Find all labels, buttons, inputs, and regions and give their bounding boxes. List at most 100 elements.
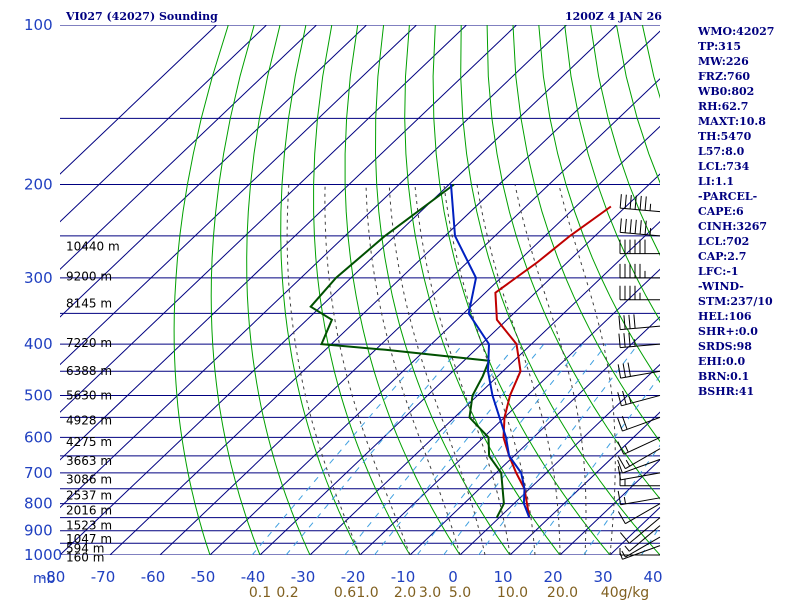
index-value: SRDS:98 [698, 340, 752, 353]
index-value: MAXT:10.8 [698, 115, 766, 128]
wind-barb-staff [625, 448, 661, 470]
temperature-tick-label: -40 [241, 568, 266, 586]
mixing-ratio-line [443, 343, 607, 555]
index-value: HEL:106 [698, 310, 752, 323]
wind-barb-staff [622, 545, 661, 560]
pressure-tick-label: 100 [24, 16, 53, 34]
mixing-ratio-line [583, 444, 660, 555]
isotherm-line [359, 268, 660, 555]
index-value: EHI:0.0 [698, 355, 745, 368]
profile-lines [309, 183, 612, 519]
temperature-tick-label: -30 [291, 568, 316, 586]
dry-adiabat-line [173, 25, 229, 555]
wind-barb-flag [633, 314, 636, 329]
dewpoint-profile-line [309, 183, 505, 519]
index-value: LCL:702 [698, 235, 749, 248]
wind-barb-flag [618, 333, 621, 348]
mixing-ratio-label: 5.0 [449, 585, 471, 600]
index-value: TP:315 [698, 40, 741, 53]
wind-barb-half-flag [624, 545, 630, 552]
isotherm-line [409, 316, 660, 555]
pressure-tick-label: 200 [24, 176, 53, 194]
wind-barb-half-flag [621, 550, 626, 558]
temperature-tick-label: -60 [141, 568, 166, 586]
chart-time: 1200Z 4 JAN 26 [565, 10, 662, 23]
height-label: 10440 m [66, 240, 120, 254]
moist-adiabat-line [324, 184, 411, 555]
dry-adiabat-line [210, 25, 261, 555]
wind-barb-flag [617, 417, 623, 432]
index-value: STM:237/10 [698, 295, 773, 308]
mixing-ratio-line [344, 343, 518, 555]
dry-adiabat-line [590, 25, 660, 257]
wind-barb-flag [623, 315, 626, 330]
wind-barb-flag [617, 456, 626, 469]
temperature-tick-label: -20 [341, 568, 366, 586]
dry-adiabat-line [486, 25, 660, 500]
moist-adiabat-line [476, 184, 561, 555]
chart-title: VI027 (42027) Sounding [65, 10, 218, 23]
wind-barb [617, 465, 661, 481]
index-value: -PARCEL- [698, 190, 757, 203]
index-value: RH:62.7 [698, 100, 748, 113]
isotherm-line [60, 25, 517, 461]
height-label: 1523 m [66, 519, 112, 533]
temperature-tick-label: 30 [593, 568, 612, 586]
height-label: 160 m [66, 551, 104, 565]
mixing-ratio-label: 0.6 [334, 585, 356, 600]
wind-barb-flag [617, 441, 625, 455]
wind-barb-half-flag [628, 396, 632, 404]
wind-barb [617, 436, 661, 455]
wind-barb-flag [623, 333, 626, 348]
wind-barb-flag [629, 219, 632, 234]
isotherm-line [60, 25, 567, 509]
dry-adiabat-line [538, 25, 660, 384]
wind-barb [617, 362, 661, 379]
index-value: SHR+:0.0 [698, 325, 758, 338]
wind-barb-flag [617, 364, 622, 379]
wind-barb-half-flag [625, 459, 631, 467]
mixing-ratio-label: 0.1 [249, 585, 271, 600]
wind-barb-flag [628, 314, 631, 329]
index-value: CAPE:6 [698, 205, 744, 218]
wind-barb [617, 503, 661, 525]
isotherm-line [109, 30, 660, 555]
wind-barb-staff [625, 536, 661, 558]
mixing-ratio-line [640, 525, 660, 555]
isotherm-line [159, 78, 660, 555]
wind-barb-flag [617, 392, 622, 406]
dry-adiabat-line [460, 25, 660, 555]
height-label: 5630 m [66, 388, 112, 402]
temperature-profile-line [494, 205, 612, 518]
wind-barb [619, 194, 661, 213]
wind-barb [618, 332, 661, 349]
height-label: 8145 m [66, 296, 112, 310]
isotherm-line [309, 220, 660, 555]
wind-barb-flag [619, 194, 622, 209]
index-value: LFC:-1 [698, 265, 739, 278]
mixing-ratio-line [416, 343, 583, 555]
mixing-ratio-line [251, 343, 433, 555]
height-label: 1047 m [66, 532, 112, 546]
wind-barb-staff [620, 370, 661, 379]
isotherm-line [60, 25, 417, 366]
moist-adiabat-line [388, 184, 486, 555]
y-axis-unit-label: mb [33, 571, 56, 587]
wind-barb-flag [624, 218, 627, 233]
wind-barb [618, 314, 661, 331]
moist-adiabat-line [286, 184, 361, 555]
height-label: 2016 m [66, 504, 112, 518]
index-value: WMO:42027 [697, 25, 774, 38]
mixing-ratio-line [374, 343, 545, 555]
wind-barb-half-flag [619, 552, 623, 560]
height-label: 6388 m [66, 364, 112, 378]
wind-barb [619, 517, 661, 544]
wind-barb [619, 263, 660, 279]
wind-barb-flag [622, 363, 627, 378]
wind-barb-staff [622, 458, 661, 474]
height-label: 4275 m [66, 435, 112, 449]
mixing-ratio-label: 0.2 [276, 585, 298, 600]
wind-barb-half-flag [633, 339, 636, 347]
dry-adiabat-line [313, 25, 411, 555]
